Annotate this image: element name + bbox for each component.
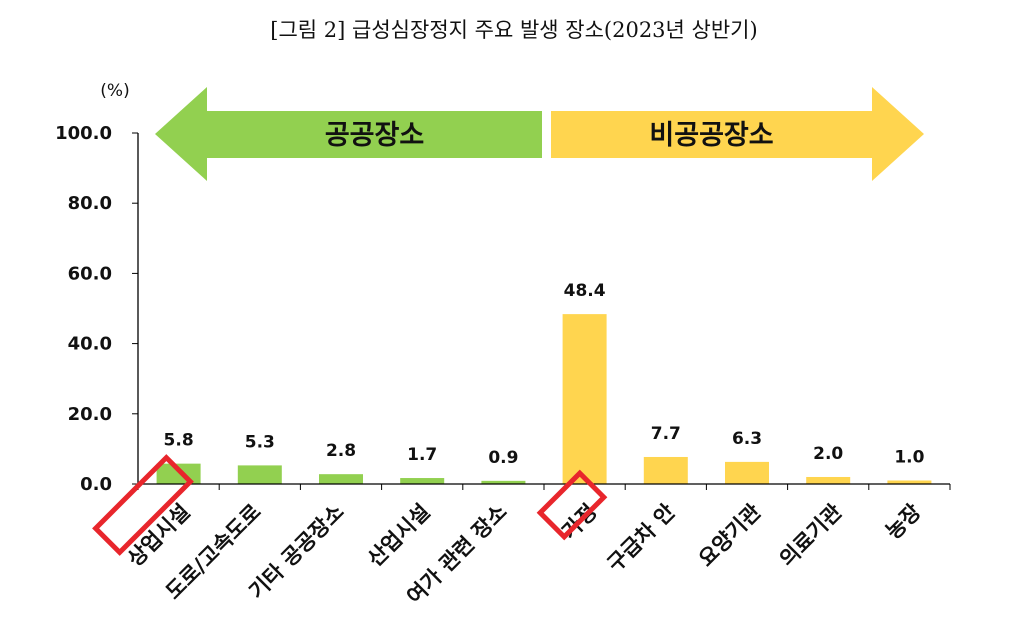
highlight-box	[536, 469, 608, 541]
category-label: 농장	[881, 500, 925, 544]
group-label-1: 비공공장소	[649, 120, 773, 151]
y-tick-label: 60.0	[68, 263, 112, 284]
group-label-0: 공공장소	[325, 120, 424, 151]
data-label: 2.0	[813, 444, 843, 464]
y-tick-label: 0.0	[80, 474, 112, 495]
data-label: 5.3	[245, 432, 275, 452]
y-tick-label: 20.0	[68, 404, 112, 425]
category-label: 요양기관	[694, 500, 766, 572]
category-label: 산업시설	[363, 500, 435, 572]
data-label: 7.7	[651, 424, 681, 444]
data-label: 5.8	[164, 431, 194, 451]
data-label: 2.8	[326, 441, 356, 461]
category-label: 구급차 안	[603, 500, 680, 577]
y-axis-ticks: 0.0 20.0 40.0 60.0 80.0 100.0	[55, 123, 138, 495]
bar	[887, 480, 932, 484]
bars	[156, 314, 932, 484]
bar	[806, 476, 851, 484]
chart-title: [그림 2] 급성심장정지 주요 발생 장소(2023년 상반기)	[270, 18, 757, 42]
bar	[481, 480, 526, 484]
group-arrows: 공공장소 비공공장소	[155, 87, 924, 181]
unit-label: (%)	[100, 81, 129, 101]
bar	[562, 314, 607, 484]
category-label: 의료기관	[775, 500, 847, 572]
y-tick-label: 80.0	[68, 193, 112, 214]
data-label: 48.4	[564, 281, 606, 301]
group-arrow-1	[551, 87, 924, 181]
highlight-box	[92, 454, 194, 556]
bar	[643, 456, 688, 484]
bar	[319, 474, 363, 484]
data-labels: 5.8 5.3 2.8 1.7 0.9 48.4 7.7 6.3 2.0 1.0	[164, 281, 925, 468]
y-tick-label: 100.0	[55, 123, 112, 144]
y-tick-label: 40.0	[68, 334, 112, 355]
data-label: 6.3	[732, 429, 762, 449]
bar	[725, 461, 769, 484]
data-label: 0.9	[488, 448, 518, 468]
bar	[400, 478, 445, 484]
group-arrow-0	[155, 87, 542, 181]
data-label: 1.7	[407, 445, 437, 465]
data-label: 1.0	[894, 447, 924, 467]
bar	[237, 465, 282, 484]
